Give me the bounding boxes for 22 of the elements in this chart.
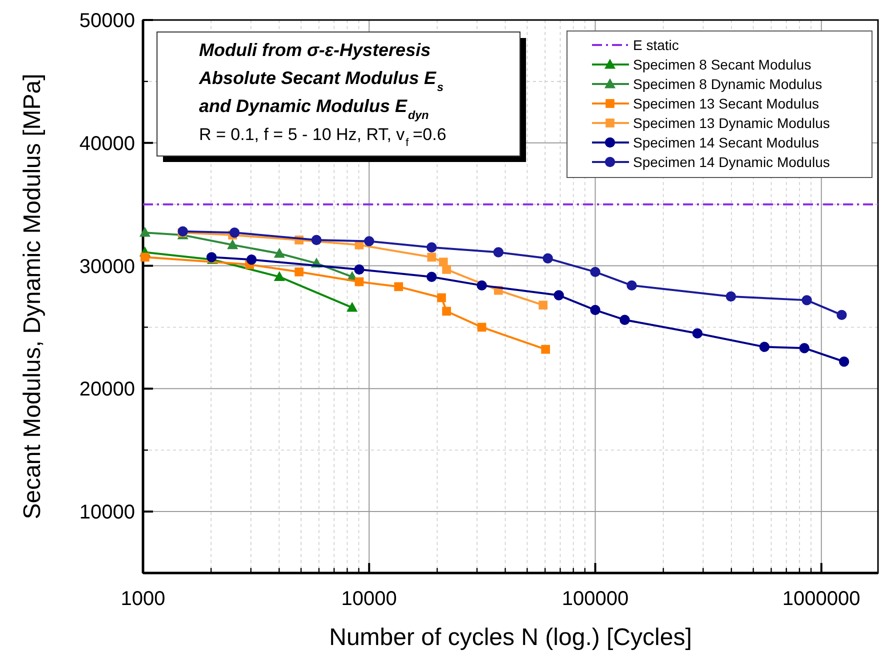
annotation: R = 0.1, f = 5 - 10 Hz, RT, v$_{f}$=0.6	[199, 125, 446, 149]
x-tick-label: 1000	[120, 588, 166, 610]
x-axis-title: Number of cycles N (log.) [Cycles]	[329, 624, 692, 651]
x-tick-label: 100000	[562, 588, 629, 610]
legend-label: Specimen 8 Dynamic Modulus	[633, 76, 822, 92]
y-axis-title: Secant Modulus, Dynamic Modulus [MPa]	[19, 74, 46, 520]
legend-label: E static	[633, 37, 679, 53]
x-tick-label: 1000000	[782, 588, 860, 610]
annotation: Moduli from σ-ε-Hysteresis	[199, 40, 431, 60]
legend-label: Specimen 13 Dynamic Modulus	[633, 115, 830, 131]
x-tick-label: 10000	[341, 588, 397, 610]
annotation: Absolute Secant Modulus E$_{s}$	[198, 68, 444, 94]
y-tick-label: 30000	[79, 256, 135, 278]
y-tick-label: 40000	[79, 132, 135, 155]
y-tick-label: 20000	[79, 378, 135, 401]
legend-label: Specimen 13 Secant Modulus	[633, 96, 819, 112]
legend-label: Specimen 14 Dynamic Modulus	[633, 154, 830, 170]
annotation: and Dynamic Modulus E$_{dyn}$	[199, 96, 429, 122]
legend-label: Specimen 14 Secant Modulus	[633, 134, 819, 150]
y-tick-label: 10000	[79, 502, 135, 524]
y-tick-label: 50000	[79, 10, 135, 32]
legend-label: Specimen 8 Secant Modulus	[633, 56, 812, 72]
